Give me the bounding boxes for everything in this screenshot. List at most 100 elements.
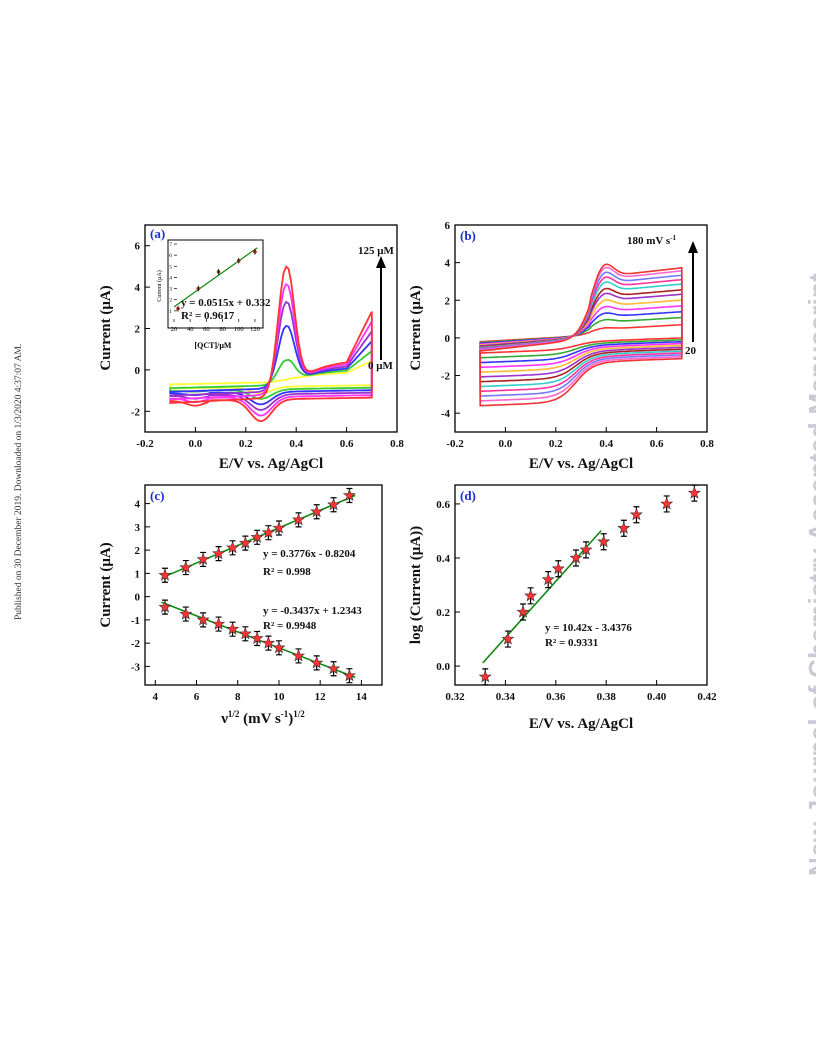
chart-c-point bbox=[238, 626, 252, 640]
chart-c-cathodic-equation: y = -0.3437x + 1.2343 bbox=[263, 605, 362, 617]
chart-a-xtick-label: 0.2 bbox=[239, 438, 253, 450]
chart-c-point bbox=[158, 568, 172, 581]
journal-watermark: New Journal of Chemistry Accepted Manusc… bbox=[803, 272, 816, 876]
chart-panel-d: (d) E/V vs. Ag/AgCl log (Current (μA)) 0… bbox=[405, 480, 725, 740]
chart-c-point bbox=[272, 640, 286, 654]
chart-d-ytick-label: 0.4 bbox=[436, 553, 450, 565]
chart-d-point bbox=[516, 605, 530, 618]
chart-a-cv-curve bbox=[169, 265, 373, 423]
chart-d-point bbox=[597, 534, 611, 548]
chart-b-ytick-label: 0 bbox=[445, 333, 451, 345]
chart-c-point bbox=[212, 617, 226, 630]
chart-a-curves bbox=[169, 265, 373, 423]
chart-c-panel-label: (c) bbox=[150, 488, 164, 503]
chart-c-ytick-label: 1 bbox=[135, 568, 141, 580]
chart-a-inset-equation: y = 0.0515x + 0.332 bbox=[181, 297, 271, 309]
chart-a-inset-xtick-label: 100 bbox=[234, 326, 244, 333]
chart-a-panel-label: (a) bbox=[150, 226, 165, 241]
chart-c-ytick-label: 4 bbox=[135, 499, 141, 511]
chart-a-inset-r2: R² = 0.9617 bbox=[181, 310, 235, 322]
chart-c-xtick-label: 6 bbox=[194, 691, 200, 703]
chart-c-anodic-r2: R² = 0.998 bbox=[263, 566, 311, 578]
chart-c-xtick-label: 8 bbox=[235, 691, 241, 703]
chart-a-inset: 20 40 60 80 100 120 1 2 3 4 5 6 7 [QCT]/μM Current (… bbox=[156, 239, 271, 350]
chart-a-inset-xtick-label: 120 bbox=[250, 326, 260, 333]
chart-d-ytick-label: 0.6 bbox=[436, 499, 450, 511]
chart-c-anodic-equation: y = 0.3776x - 0.8204 bbox=[263, 548, 356, 560]
chart-a-inset-xtick-label: 60 bbox=[203, 326, 210, 333]
chart-a-xlabel: E/V vs. Ag/AgCl bbox=[219, 456, 323, 472]
chart-c-point bbox=[226, 540, 240, 554]
chart-d-point bbox=[579, 543, 593, 556]
chart-d-frame bbox=[454, 484, 708, 686]
chart-b-xtick-label: 0.0 bbox=[499, 438, 513, 450]
chart-a-xtick-label: 0.4 bbox=[289, 438, 303, 450]
chart-a-inset-ytick-label: 6 bbox=[169, 253, 172, 259]
chart-b-svg: (b) E/V vs. Ag/AgCl Current (μA) -0.2 0.0… bbox=[408, 220, 715, 472]
chart-c-point bbox=[158, 600, 172, 613]
chart-a-xtick-label: 0.0 bbox=[189, 438, 203, 450]
chart-c-point bbox=[272, 521, 286, 534]
chart-c-ytick-label: -2 bbox=[131, 638, 141, 650]
chart-a-xtick-label: -0.2 bbox=[136, 438, 154, 450]
chart-c-point bbox=[179, 560, 193, 574]
chart-b-xtick-label: 0.4 bbox=[599, 438, 613, 450]
chart-a-arrow bbox=[376, 256, 386, 360]
chart-c-xtick-label: 14 bbox=[356, 691, 368, 703]
chart-c-point bbox=[196, 613, 210, 626]
chart-c-xlabel: ν1/2 (mV s-1)1/2 bbox=[220, 709, 305, 727]
chart-d-svg: (d) E/V vs. Ag/AgCl log (Current (μA)) 0… bbox=[408, 484, 717, 732]
publication-note: Published on 30 December 2019. Downloade… bbox=[14, 343, 24, 620]
chart-c-ytick-label: -3 bbox=[131, 661, 141, 673]
chart-a-inset-ytick-label: 3 bbox=[169, 287, 172, 293]
chart-d-point bbox=[660, 497, 674, 510]
chart-d-xtick-label: 0.32 bbox=[445, 691, 465, 703]
chart-d-ytick-label: 0.0 bbox=[436, 661, 450, 673]
chart-c-xtick-label: 4 bbox=[153, 691, 159, 703]
chart-b-ytick-label: 6 bbox=[445, 220, 451, 232]
chart-a-inset-ylabel: Current (μA) bbox=[156, 270, 163, 301]
chart-d-xtick-label: 0.34 bbox=[496, 691, 516, 703]
chart-d-point bbox=[478, 670, 492, 683]
chart-d-xlabel: E/V vs. Ag/AgCl bbox=[529, 716, 633, 732]
chart-c-point bbox=[179, 607, 193, 620]
chart-b-xtick-label: 0.6 bbox=[650, 438, 664, 450]
chart-b-ytick-label: -4 bbox=[441, 408, 451, 420]
chart-b-ytick-label: 2 bbox=[445, 295, 451, 307]
chart-a-inset-ytick-label: 1 bbox=[169, 309, 172, 315]
chart-c-xtick-label: 10 bbox=[273, 691, 285, 703]
chart-c-point bbox=[226, 622, 240, 635]
chart-d-point bbox=[501, 632, 515, 645]
chart-c-point bbox=[212, 546, 226, 560]
chart-b-annotation-top: 180 mV s-1 bbox=[627, 234, 677, 247]
chart-a-ticks: -0.2 0.0 0.2 0.4 0.6 0.8 -2 0 2 4 6 bbox=[131, 241, 405, 450]
chart-d-plot bbox=[478, 484, 701, 686]
chart-a-inset-fit-line bbox=[173, 247, 258, 308]
chart-c-plot bbox=[158, 487, 356, 684]
chart-b-ticks: -0.2 0.0 0.2 0.4 0.6 0.8 -4 -2 0 2 4 6 bbox=[441, 220, 715, 450]
chart-a-inset-xtick-label: 20 bbox=[171, 326, 178, 333]
chart-c-point bbox=[261, 636, 276, 649]
chart-a-inset-ytick-label: 2 bbox=[169, 298, 172, 304]
chart-c-point bbox=[310, 656, 324, 669]
chart-c-point bbox=[196, 552, 210, 566]
chart-c-xtick-label: 12 bbox=[315, 691, 327, 703]
chart-a-ytick-label: 4 bbox=[135, 282, 141, 294]
chart-d-point bbox=[617, 521, 631, 534]
chart-a-inset-ytick-label: 5 bbox=[169, 264, 172, 270]
chart-d-fit-line bbox=[482, 530, 602, 664]
chart-b-ylabel: Current (μA) bbox=[408, 285, 424, 370]
chart-b-ytick-label: -2 bbox=[441, 371, 451, 383]
chart-c-ytick-label: 3 bbox=[135, 522, 141, 534]
chart-b-curves bbox=[479, 263, 683, 407]
chart-d-point bbox=[551, 561, 565, 575]
chart-c-point bbox=[261, 525, 276, 539]
chart-d-ytick-label: 0.2 bbox=[436, 607, 450, 619]
chart-d-point bbox=[629, 507, 643, 521]
chart-a-inset-xtick-label: 40 bbox=[187, 326, 194, 333]
chart-a-ytick-label: 0 bbox=[135, 365, 141, 377]
chart-a-xtick-label: 0.8 bbox=[390, 438, 404, 450]
chart-a-inset-xtick-label: 80 bbox=[219, 326, 226, 333]
chart-panel-b: (b) E/V vs. Ag/AgCl Current (μA) -0.2 0.0… bbox=[405, 210, 725, 475]
